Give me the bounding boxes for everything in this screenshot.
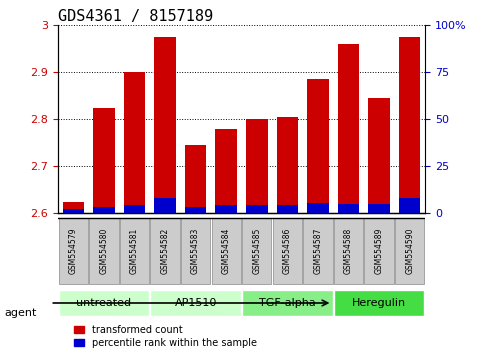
Bar	[155, 198, 176, 213]
FancyBboxPatch shape	[181, 218, 210, 284]
FancyBboxPatch shape	[89, 218, 118, 284]
FancyBboxPatch shape	[395, 218, 425, 284]
Text: AP1510: AP1510	[174, 298, 217, 308]
Text: GDS4361 / 8157189: GDS4361 / 8157189	[58, 8, 213, 24]
FancyBboxPatch shape	[120, 218, 149, 284]
FancyBboxPatch shape	[58, 218, 88, 284]
Text: GSM554588: GSM554588	[344, 228, 353, 274]
Bar	[93, 207, 114, 213]
Bar	[124, 205, 145, 213]
Text: TGF-alpha: TGF-alpha	[259, 298, 316, 308]
FancyBboxPatch shape	[150, 290, 241, 316]
FancyBboxPatch shape	[334, 290, 425, 316]
Text: agent: agent	[5, 308, 37, 318]
Text: GSM554580: GSM554580	[99, 228, 108, 274]
Text: GSM554582: GSM554582	[160, 228, 170, 274]
Bar	[63, 202, 84, 213]
FancyBboxPatch shape	[303, 218, 333, 284]
Bar	[399, 198, 420, 213]
Bar	[246, 119, 268, 213]
Bar	[93, 108, 114, 213]
Text: GSM554590: GSM554590	[405, 228, 414, 274]
Bar	[277, 116, 298, 213]
FancyBboxPatch shape	[58, 290, 149, 316]
FancyBboxPatch shape	[273, 218, 302, 284]
Bar	[277, 205, 298, 213]
Text: GSM554581: GSM554581	[130, 228, 139, 274]
Legend: transformed count, percentile rank within the sample: transformed count, percentile rank withi…	[70, 321, 260, 352]
Text: GSM554583: GSM554583	[191, 228, 200, 274]
Bar	[399, 38, 420, 213]
Text: GSM554589: GSM554589	[375, 228, 384, 274]
Bar	[63, 209, 84, 213]
Bar	[215, 129, 237, 213]
Bar	[307, 203, 328, 213]
Text: GSM554586: GSM554586	[283, 228, 292, 274]
Bar	[338, 44, 359, 213]
Bar	[338, 204, 359, 213]
Text: Heregulin: Heregulin	[352, 298, 406, 308]
FancyBboxPatch shape	[334, 218, 363, 284]
Bar	[124, 72, 145, 213]
FancyBboxPatch shape	[212, 218, 241, 284]
FancyBboxPatch shape	[242, 218, 271, 284]
Bar	[369, 204, 390, 213]
Bar	[369, 98, 390, 213]
Bar	[307, 79, 328, 213]
FancyBboxPatch shape	[365, 218, 394, 284]
FancyBboxPatch shape	[150, 218, 180, 284]
Text: GSM554585: GSM554585	[252, 228, 261, 274]
Text: GSM554579: GSM554579	[69, 228, 78, 274]
Text: GSM554587: GSM554587	[313, 228, 323, 274]
Text: GSM554584: GSM554584	[222, 228, 231, 274]
FancyBboxPatch shape	[242, 290, 333, 316]
Text: untreated: untreated	[76, 298, 131, 308]
Bar	[246, 205, 268, 213]
Bar	[155, 36, 176, 213]
Bar	[185, 207, 206, 213]
Bar	[215, 205, 237, 213]
Bar	[185, 145, 206, 213]
